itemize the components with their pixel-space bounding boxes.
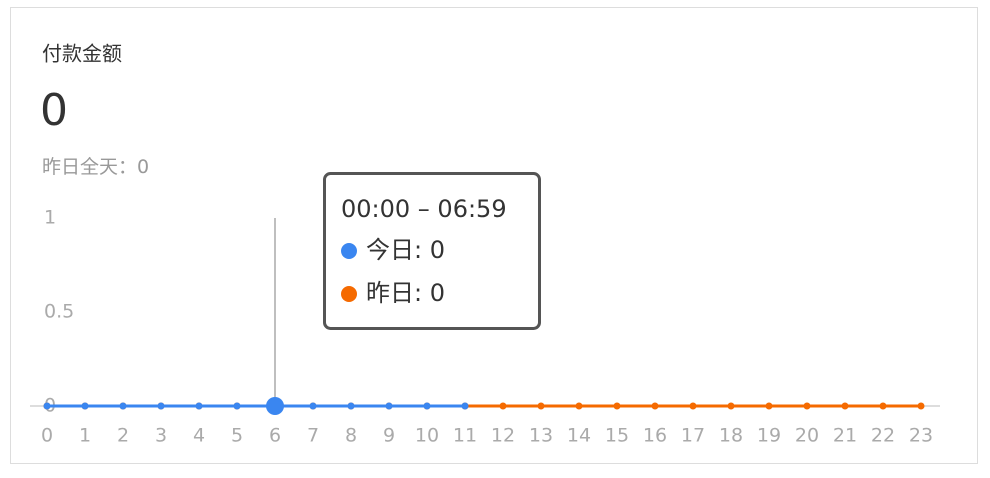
x-tick-label: 19 bbox=[757, 425, 781, 447]
x-tick-label: 7 bbox=[307, 425, 319, 447]
data-point bbox=[727, 402, 735, 410]
data-point bbox=[423, 402, 431, 410]
data-point bbox=[689, 402, 697, 410]
data-point bbox=[651, 402, 659, 410]
card-title: 付款金额 bbox=[42, 42, 122, 66]
x-tick-label: 3 bbox=[155, 425, 167, 447]
tooltip-series-name: 昨日 bbox=[366, 279, 414, 307]
data-point bbox=[385, 402, 393, 410]
y-tick-label: 1 bbox=[44, 207, 56, 229]
data-point bbox=[195, 402, 203, 410]
x-tick-label: 5 bbox=[231, 425, 243, 447]
x-tick-label: 18 bbox=[719, 425, 743, 447]
data-point bbox=[309, 402, 317, 410]
data-point bbox=[613, 402, 621, 410]
x-tick-label: 1 bbox=[79, 425, 91, 447]
x-tick-label: 4 bbox=[193, 425, 205, 447]
data-point bbox=[81, 402, 89, 410]
data-point bbox=[119, 402, 127, 410]
x-tick-label: 0 bbox=[41, 425, 53, 447]
tooltip-marker bbox=[341, 243, 357, 259]
data-point bbox=[575, 402, 583, 410]
y-tick-label: 0.5 bbox=[44, 301, 74, 323]
data-point bbox=[157, 402, 165, 410]
x-tick-label: 16 bbox=[643, 425, 667, 447]
yesterday-value: 0 bbox=[137, 156, 149, 178]
data-point bbox=[803, 402, 811, 410]
data-point bbox=[266, 397, 284, 415]
x-tick-label: 13 bbox=[529, 425, 553, 447]
data-point bbox=[765, 402, 773, 410]
tooltip-sep: : bbox=[414, 279, 430, 307]
tooltip-box bbox=[323, 172, 541, 330]
tooltip-row: 昨日: 0 bbox=[366, 279, 445, 307]
yesterday-label: 昨日全天： bbox=[42, 156, 137, 178]
data-point bbox=[879, 402, 887, 410]
x-tick-label: 23 bbox=[909, 425, 933, 447]
x-tick-label: 12 bbox=[491, 425, 515, 447]
x-tick-label: 8 bbox=[345, 425, 357, 447]
data-point bbox=[43, 402, 51, 410]
x-tick-label: 15 bbox=[605, 425, 629, 447]
x-tick-label: 10 bbox=[415, 425, 439, 447]
yesterday-summary: 昨日全天：0 bbox=[42, 156, 149, 178]
tooltip-series-name: 今日 bbox=[366, 236, 414, 264]
tooltip-value: 0 bbox=[430, 236, 445, 264]
x-tick-label: 22 bbox=[871, 425, 895, 447]
main-value: 0 bbox=[40, 85, 68, 136]
data-point bbox=[537, 402, 545, 410]
x-tick-label: 6 bbox=[269, 425, 281, 447]
x-tick-label: 14 bbox=[567, 425, 591, 447]
data-point bbox=[233, 402, 241, 410]
tooltip-title: 00:00 – 06:59 bbox=[341, 195, 507, 223]
x-tick-label: 9 bbox=[383, 425, 395, 447]
tooltip-marker bbox=[341, 286, 357, 302]
x-tick-label: 2 bbox=[117, 425, 129, 447]
tooltip-row: 今日: 0 bbox=[366, 236, 445, 264]
data-point bbox=[347, 402, 355, 410]
x-tick-label: 17 bbox=[681, 425, 705, 447]
x-tick-label: 20 bbox=[795, 425, 819, 447]
x-tick-label: 11 bbox=[453, 425, 477, 447]
data-point bbox=[461, 402, 469, 410]
tooltip-value: 0 bbox=[430, 279, 445, 307]
data-point bbox=[499, 402, 507, 410]
tooltip-sep: : bbox=[414, 236, 430, 264]
data-point bbox=[917, 402, 925, 410]
x-tick-label: 21 bbox=[833, 425, 857, 447]
data-point bbox=[841, 402, 849, 410]
